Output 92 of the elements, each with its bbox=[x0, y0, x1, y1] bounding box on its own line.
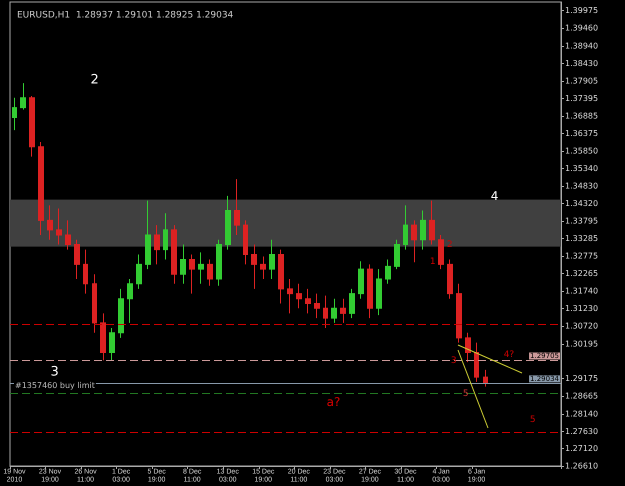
candlestick bbox=[47, 204, 53, 240]
y-tick-label: 1.34830 bbox=[565, 181, 598, 190]
candlestick bbox=[447, 259, 453, 300]
y-tick-label: 1.33795 bbox=[565, 216, 598, 226]
y-tick-label: 1.28140 bbox=[565, 409, 598, 418]
candlestick bbox=[411, 220, 417, 263]
y-tick-label: 1.31740 bbox=[565, 286, 598, 296]
y-tick-label: 1.33285 bbox=[565, 234, 598, 244]
candlestick bbox=[189, 254, 195, 294]
candlestick bbox=[38, 142, 44, 236]
y-tick-label: 1.31230 bbox=[565, 304, 598, 314]
candlestick bbox=[74, 239, 80, 280]
candlestick bbox=[56, 208, 62, 246]
candlestick bbox=[136, 254, 142, 290]
y-tick-label: 1.30195 bbox=[565, 339, 598, 348]
candlestick bbox=[465, 332, 471, 363]
annotation: 4 bbox=[490, 189, 498, 203]
candlestick bbox=[243, 220, 248, 265]
y-tick-label: 1.35340 bbox=[565, 164, 598, 174]
annotation: 1 bbox=[430, 257, 436, 267]
y-tick-label: 1.36885 bbox=[565, 111, 598, 120]
candlestick bbox=[251, 244, 257, 290]
candlestick bbox=[20, 82, 26, 110]
candlestick bbox=[269, 239, 275, 280]
candlestick bbox=[127, 278, 133, 324]
candlestick bbox=[429, 200, 435, 246]
candlestick bbox=[296, 283, 302, 309]
annotation: a? bbox=[326, 395, 340, 409]
candlestick bbox=[154, 224, 160, 265]
candlestick bbox=[83, 249, 88, 294]
candlestick bbox=[118, 288, 124, 338]
candlestick bbox=[65, 220, 71, 250]
y-tick-label: 1.37905 bbox=[565, 76, 598, 86]
y-tick-label: 1.30720 bbox=[565, 321, 598, 330]
annotation: 4? bbox=[504, 350, 514, 360]
candlestick bbox=[225, 195, 231, 250]
candlestick bbox=[474, 342, 479, 382]
y-tick-label: 1.38430 bbox=[565, 58, 598, 68]
candlestick bbox=[305, 288, 311, 314]
candlestick bbox=[314, 293, 320, 319]
y-tick-label: 1.36375 bbox=[565, 128, 598, 138]
candlestick bbox=[234, 178, 240, 236]
candlestick bbox=[394, 239, 400, 270]
candlestick bbox=[403, 204, 408, 250]
y-tick-label: 1.39460 bbox=[565, 24, 598, 33]
candlestick bbox=[331, 298, 337, 324]
candlestick bbox=[323, 295, 328, 329]
candlestick bbox=[207, 259, 213, 286]
candlestick bbox=[163, 212, 168, 260]
candlestick bbox=[287, 278, 293, 314]
candlestick bbox=[420, 210, 426, 250]
candlestick bbox=[358, 260, 364, 300]
candlestick bbox=[12, 97, 17, 131]
y-tick-label: 1.27630 bbox=[565, 426, 598, 436]
y-tick-label: 1.37395 bbox=[565, 94, 598, 104]
y-tick-label: 1.38940 bbox=[565, 41, 598, 50]
candlestick bbox=[367, 264, 373, 319]
candlestick bbox=[260, 256, 266, 280]
candlestick bbox=[349, 288, 355, 319]
candlestick bbox=[29, 96, 35, 158]
candlestick bbox=[100, 312, 106, 361]
candlestick bbox=[198, 252, 204, 284]
y-tick-label: 1.32775 bbox=[565, 251, 598, 260]
y-tick-label: 1.34320 bbox=[565, 198, 598, 208]
y-tick-label: 1.35850 bbox=[565, 146, 598, 156]
annotation: 3 bbox=[50, 364, 59, 380]
ref-line-label: #1357460 buy limit bbox=[15, 380, 95, 390]
annotation: 2 bbox=[90, 72, 99, 88]
candlestick bbox=[483, 369, 488, 388]
candlestick bbox=[180, 244, 186, 284]
candlestick bbox=[109, 328, 115, 361]
y-tick-label: 1.27120 bbox=[565, 444, 598, 454]
candlestick bbox=[456, 283, 462, 344]
candlestick bbox=[171, 224, 177, 284]
candlestick bbox=[145, 200, 151, 270]
annotation: 5 bbox=[462, 389, 469, 399]
candlestick bbox=[340, 298, 346, 324]
y-tick-label: 1.28665 bbox=[565, 391, 598, 400]
y-tick-label: 1.32265 bbox=[565, 268, 598, 278]
y-tick-label: 1.29175 bbox=[565, 374, 598, 384]
annotation: 5 bbox=[530, 415, 536, 425]
annotation: 2 bbox=[446, 240, 453, 250]
y-tick-label: 1.39975 bbox=[565, 6, 598, 16]
text: EURUSD,H1 1.28937 1.29101 1.28925 1.29034 bbox=[17, 10, 234, 20]
y-tick-label: 1.26610 bbox=[565, 462, 598, 470]
candlestick bbox=[376, 268, 382, 316]
candlestick bbox=[92, 274, 97, 334]
annotation: 3 bbox=[450, 356, 457, 366]
candlestick bbox=[278, 249, 284, 304]
candlestick bbox=[385, 259, 391, 284]
candlestick bbox=[216, 239, 222, 286]
candlestick bbox=[438, 234, 444, 270]
